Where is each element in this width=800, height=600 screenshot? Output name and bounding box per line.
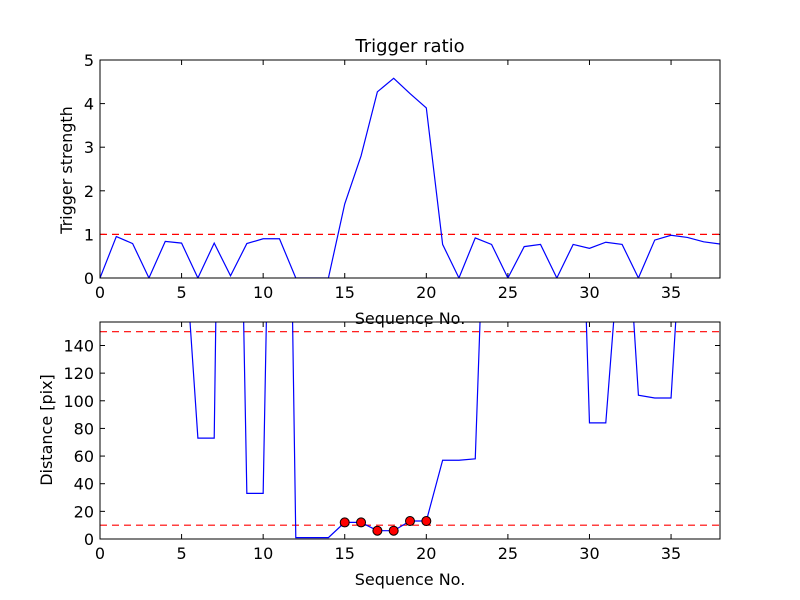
x-tick-label: 0 bbox=[95, 283, 105, 302]
x-tick-label: 15 bbox=[335, 544, 355, 563]
x-tick-label: 35 bbox=[661, 283, 681, 302]
x-tick-label: 5 bbox=[176, 544, 186, 563]
x-tick-label: 5 bbox=[176, 283, 186, 302]
y-tick-label: 100 bbox=[63, 392, 94, 411]
y-tick-label: 40 bbox=[74, 475, 94, 494]
distance-frame bbox=[99, 321, 721, 540]
bottom-xlabel: Sequence No. bbox=[355, 570, 466, 589]
x-tick-label: 25 bbox=[498, 283, 518, 302]
y-tick-label: 3 bbox=[84, 138, 94, 157]
x-tick-label: 0 bbox=[95, 544, 105, 563]
y-tick-label: 20 bbox=[74, 502, 94, 521]
y-tick-label: 4 bbox=[84, 95, 94, 114]
trigger-ratio-frame bbox=[99, 59, 721, 279]
data-point-marker bbox=[421, 516, 432, 527]
x-tick-label: 10 bbox=[253, 283, 273, 302]
y-tick-label: 140 bbox=[63, 336, 94, 355]
y-tick-label: 0 bbox=[84, 530, 94, 549]
x-tick-label: 20 bbox=[416, 544, 436, 563]
y-tick-label: 120 bbox=[63, 364, 94, 383]
x-tick-label: 35 bbox=[661, 544, 681, 563]
data-point-marker bbox=[339, 517, 350, 528]
trigger-strength-ylabel: Trigger strength bbox=[57, 106, 76, 235]
y-tick-label: 1 bbox=[84, 225, 94, 244]
data-point-marker bbox=[372, 525, 383, 536]
y-tick-label: 5 bbox=[84, 51, 94, 70]
distance-ylabel: Distance [pix] bbox=[37, 374, 56, 486]
top-xlabel: Sequence No. bbox=[355, 309, 466, 328]
data-point-marker bbox=[356, 517, 367, 528]
x-tick-label: 15 bbox=[335, 283, 355, 302]
y-tick-label: 80 bbox=[74, 419, 94, 438]
trigger-ratio-title: Trigger ratio bbox=[354, 36, 464, 57]
x-tick-label: 10 bbox=[253, 544, 273, 563]
data-point-marker bbox=[405, 516, 415, 527]
y-tick-label: 2 bbox=[84, 182, 94, 201]
x-tick-label: 30 bbox=[579, 283, 599, 302]
x-tick-label: 30 bbox=[579, 544, 599, 563]
y-tick-label: 0 bbox=[84, 269, 94, 288]
x-tick-label: 25 bbox=[498, 544, 518, 563]
trigger-ratio-axes: Trigger ratio Trigger strength Sequence … bbox=[57, 36, 721, 328]
x-tick-label: 20 bbox=[416, 283, 436, 302]
data-point-marker bbox=[388, 525, 399, 536]
trigger-strength-line bbox=[100, 77, 720, 278]
distance-axes: Distance [pix] Sequence No. 0 5 10 15 20 25 30… bbox=[37, 321, 721, 589]
y-tick-label: 60 bbox=[74, 447, 94, 466]
